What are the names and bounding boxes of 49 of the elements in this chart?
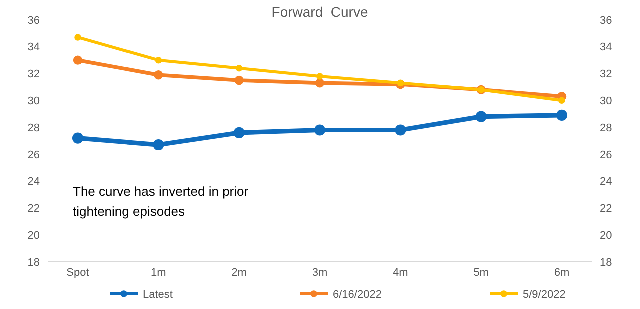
y2-tick-label: 28 — [600, 122, 612, 134]
y-tick-label: 30 — [28, 96, 40, 108]
point — [236, 65, 243, 72]
y2-tick-label: 36 — [600, 14, 612, 27]
y2-tick-label: 32 — [600, 68, 612, 81]
x-tick-label: Spot — [66, 267, 90, 279]
y2-tick-label: 22 — [600, 203, 612, 216]
point — [395, 124, 406, 136]
y-tick-label: 32 — [28, 68, 40, 81]
point — [72, 132, 84, 144]
point — [316, 73, 324, 80]
y2-tick-label: 26 — [600, 149, 612, 162]
y-tick-label: 34 — [28, 42, 40, 54]
x-tick-label: 2m — [232, 267, 247, 279]
y-tick-label: 18 — [28, 256, 40, 269]
y-tick-label: 36 — [28, 14, 40, 27]
point — [314, 124, 326, 136]
point — [397, 80, 404, 87]
point — [155, 56, 162, 64]
y-tick-label: 28 — [28, 122, 40, 134]
point — [154, 70, 164, 80]
point — [234, 76, 244, 86]
x-tick-label: 5m — [474, 267, 489, 279]
annotation: The curve has inverted in prior tightening episodes — [73, 184, 250, 219]
y2-tick-label: 30 — [600, 96, 612, 108]
point — [556, 110, 568, 121]
x-tick-label: 1m — [151, 267, 166, 279]
point — [73, 56, 83, 65]
y-tick-label: 24 — [28, 176, 40, 188]
point — [476, 111, 487, 122]
point — [234, 127, 245, 138]
x-tick-label: 3m — [312, 267, 328, 279]
point — [153, 140, 164, 151]
y2-tick-label: 18 — [600, 256, 612, 269]
point — [558, 97, 566, 104]
y-tick-label: 26 — [28, 149, 40, 162]
y2-tick-label: 24 — [600, 176, 612, 188]
point — [315, 78, 325, 88]
x-tick-label: 4m — [393, 267, 408, 279]
legend-label: 5/9/2022 — [523, 288, 566, 301]
chart-title: Forward Curve — [272, 4, 368, 20]
legend-label: 6/16/2022 — [333, 288, 382, 301]
x-tick-label: 6m — [554, 267, 570, 279]
y2-tick-label: 20 — [600, 230, 612, 242]
y-tick-label: 20 — [28, 230, 40, 242]
legend-label: Latest — [143, 288, 173, 301]
y-tick-label: 22 — [28, 203, 40, 216]
point — [74, 34, 82, 41]
y2-tick-label: 34 — [600, 42, 612, 54]
